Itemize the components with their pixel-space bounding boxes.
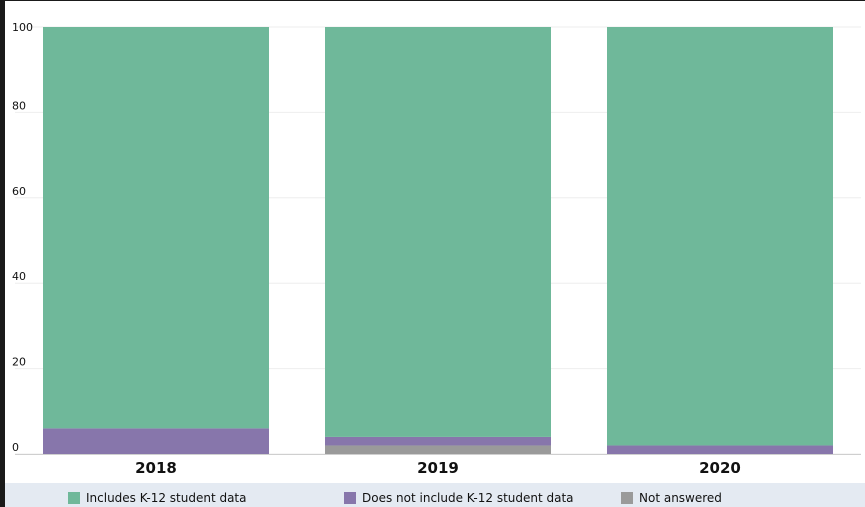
legend-item-includes: Includes K-12 student data <box>68 491 247 505</box>
frame-left-border <box>0 0 5 507</box>
legend-label-does-not-include: Does not include K-12 student data <box>362 491 574 505</box>
bar-segment <box>325 445 551 454</box>
y-tick-label: 100 <box>12 21 33 34</box>
bar-segment <box>607 27 833 446</box>
x-category-label: 2020 <box>699 459 741 477</box>
legend-label-includes: Includes K-12 student data <box>86 491 247 505</box>
legend-swatch-not-answered <box>621 492 633 504</box>
plot-area: 0 20 40 60 80 100 2018 2019 2020 <box>5 0 865 483</box>
y-tick-label: 60 <box>12 185 26 198</box>
bar-segment <box>43 27 269 429</box>
bar-chart: 0 20 40 60 80 100 2018 2019 2020 <box>12 21 861 477</box>
bar-segment <box>607 445 833 454</box>
bar-segment <box>325 27 551 437</box>
x-category-label: 2018 <box>135 459 177 477</box>
y-tick-label: 0 <box>12 441 19 454</box>
y-tick-label: 20 <box>12 356 26 369</box>
y-tick-label: 40 <box>12 270 26 283</box>
legend-label-not-answered: Not answered <box>639 491 722 505</box>
y-tick-label: 80 <box>12 99 26 112</box>
legend-item-not-answered: Not answered <box>621 491 722 505</box>
legend: Includes K-12 student data Does not incl… <box>0 483 865 507</box>
bar-segment <box>43 428 269 454</box>
x-category-label: 2019 <box>417 459 459 477</box>
legend-item-does-not-include: Does not include K-12 student data <box>344 491 574 505</box>
legend-swatch-includes <box>68 492 80 504</box>
bar-segment <box>325 436 551 446</box>
legend-swatch-does-not-include <box>344 492 356 504</box>
